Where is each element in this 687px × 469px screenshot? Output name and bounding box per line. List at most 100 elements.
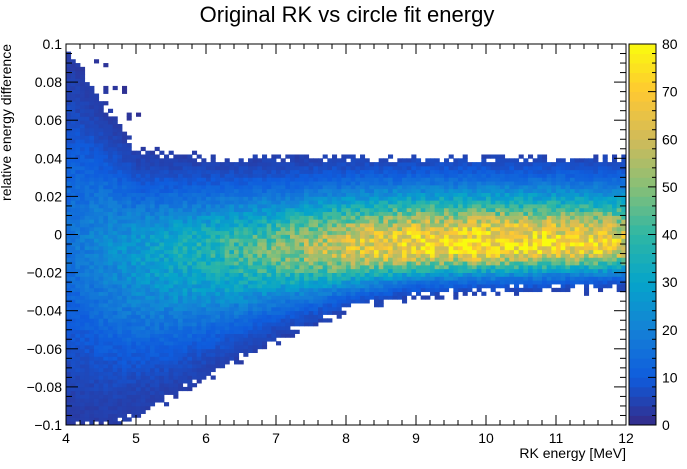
heatmap-cell xyxy=(136,238,142,243)
heatmap-cell xyxy=(201,291,207,296)
heatmap-cell xyxy=(304,299,310,304)
heatmap-cell xyxy=(145,207,151,213)
heatmap-cell xyxy=(509,219,515,224)
heatmap-cell xyxy=(145,402,151,407)
heatmap-cell xyxy=(192,364,198,369)
heatmap-cell xyxy=(346,295,352,300)
heatmap-cell xyxy=(327,276,333,281)
heatmap-cell xyxy=(220,314,226,319)
heatmap-cell xyxy=(215,364,221,369)
heatmap-cell xyxy=(243,291,249,296)
heatmap-cell xyxy=(178,367,184,373)
heatmap-cell xyxy=(173,333,179,338)
heatmap-cell xyxy=(182,223,188,228)
heatmap-cell xyxy=(308,177,314,182)
heatmap-cell xyxy=(341,268,347,273)
heatmap-cell xyxy=(397,264,403,270)
heatmap-cell xyxy=(238,268,244,273)
heatmap-cell xyxy=(481,211,487,216)
heatmap-cell xyxy=(103,192,109,197)
heatmap-cell xyxy=(280,253,286,258)
heatmap-cell xyxy=(304,200,310,205)
heatmap-cell xyxy=(420,249,426,254)
heatmap-cell xyxy=(234,200,240,205)
heatmap-cell xyxy=(112,314,118,319)
heatmap-cell xyxy=(266,192,272,197)
heatmap-cell xyxy=(112,356,118,361)
heatmap-cell xyxy=(84,207,90,213)
heatmap-cell xyxy=(406,238,412,243)
heatmap-cell xyxy=(360,245,366,251)
heatmap-cell xyxy=(136,318,142,323)
heatmap-cell xyxy=(262,303,268,308)
heatmap-cell xyxy=(290,268,296,273)
heatmap-cell xyxy=(66,402,72,407)
heatmap-cell xyxy=(313,268,319,273)
heatmap-cell xyxy=(322,303,328,308)
heatmap-cell xyxy=(164,165,170,171)
heatmap-cell xyxy=(215,192,221,197)
heatmap-cell xyxy=(224,173,230,178)
heatmap-cell xyxy=(159,356,165,361)
heatmap-cell xyxy=(294,200,300,205)
heatmap-cell xyxy=(112,352,118,357)
heatmap-cell xyxy=(75,165,81,171)
heatmap-cell xyxy=(458,211,464,216)
heatmap-cell xyxy=(192,196,198,201)
heatmap-cell xyxy=(243,287,249,293)
heatmap-cell xyxy=(70,234,76,239)
heatmap-cell xyxy=(168,226,174,232)
heatmap-cell xyxy=(318,188,324,193)
heatmap-cell xyxy=(98,341,104,346)
heatmap-cell xyxy=(224,314,230,319)
heatmap-cell xyxy=(206,211,212,216)
heatmap-cell xyxy=(509,169,515,174)
heatmap-cell xyxy=(178,303,184,308)
heatmap-cell xyxy=(173,379,179,384)
heatmap-cell xyxy=(243,173,249,178)
heatmap-cell xyxy=(84,276,90,281)
heatmap-cell xyxy=(66,120,72,125)
heatmap-cell xyxy=(364,211,370,216)
heatmap-cell xyxy=(355,207,361,213)
heatmap-cell xyxy=(108,219,114,224)
heatmap-cell xyxy=(140,268,146,273)
heatmap-cell xyxy=(196,196,202,201)
heatmap-cell xyxy=(266,165,272,171)
heatmap-cell xyxy=(215,310,221,315)
heatmap-cell xyxy=(402,257,408,262)
heatmap-cell xyxy=(108,333,114,338)
heatmap-cell xyxy=(210,314,216,319)
heatmap-cell xyxy=(458,158,464,163)
heatmap-cell xyxy=(108,234,114,239)
heatmap-cell xyxy=(416,207,422,213)
heatmap-cell xyxy=(150,329,156,334)
heatmap-cell xyxy=(66,303,72,308)
heatmap-cell xyxy=(299,173,305,178)
heatmap-cell xyxy=(136,257,142,262)
heatmap-cell xyxy=(411,192,417,197)
heatmap-cell xyxy=(75,310,81,315)
heatmap-cell xyxy=(70,398,76,403)
heatmap-cell xyxy=(388,177,394,182)
heatmap-cell xyxy=(89,215,95,220)
heatmap-cell xyxy=(252,215,258,220)
heatmap-cell xyxy=(378,257,384,262)
heatmap-cell xyxy=(182,154,188,159)
heatmap-cell xyxy=(248,257,254,262)
heatmap-cell xyxy=(364,169,370,174)
heatmap-cell xyxy=(406,169,412,174)
heatmap-cell xyxy=(89,371,95,376)
heatmap-cell xyxy=(103,223,109,228)
heatmap-cell xyxy=(178,333,184,338)
heatmap-cell xyxy=(108,154,114,159)
heatmap-cell xyxy=(238,280,244,285)
heatmap-cell xyxy=(108,184,114,190)
heatmap-cell xyxy=(75,303,81,308)
heatmap-cell xyxy=(150,162,156,167)
heatmap-cell xyxy=(458,177,464,182)
heatmap-cell xyxy=(271,173,277,178)
heatmap-cell xyxy=(206,173,212,178)
heatmap-cell xyxy=(196,356,202,361)
heatmap-cell xyxy=(285,184,291,190)
